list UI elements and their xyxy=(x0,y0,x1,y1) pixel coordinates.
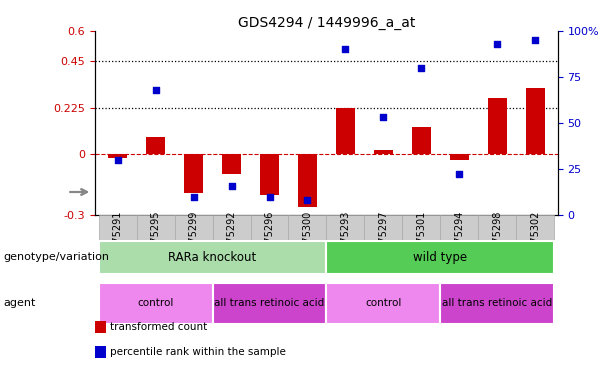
Point xyxy=(227,182,237,189)
Text: agent: agent xyxy=(3,298,36,308)
Text: GSM775299: GSM775299 xyxy=(189,210,199,270)
Bar xyxy=(440,283,554,324)
Bar xyxy=(374,149,393,154)
Text: control: control xyxy=(365,298,402,308)
Bar xyxy=(364,215,402,265)
Bar xyxy=(222,154,241,174)
Bar xyxy=(260,154,279,195)
Bar xyxy=(251,215,289,265)
Point xyxy=(151,87,161,93)
Bar xyxy=(213,215,251,265)
Point xyxy=(454,171,464,177)
Bar xyxy=(516,215,554,265)
Point xyxy=(189,194,199,200)
Text: GSM775293: GSM775293 xyxy=(340,210,351,270)
Text: GSM775291: GSM775291 xyxy=(113,210,123,270)
Point xyxy=(265,194,275,200)
Text: GSM775295: GSM775295 xyxy=(151,210,161,270)
Bar xyxy=(402,215,440,265)
Point xyxy=(378,114,388,121)
Bar xyxy=(289,215,327,265)
Point xyxy=(113,157,123,163)
Point xyxy=(492,41,502,47)
Text: percentile rank within the sample: percentile rank within the sample xyxy=(110,347,286,357)
Text: transformed count: transformed count xyxy=(110,322,208,332)
Bar xyxy=(175,215,213,265)
Bar xyxy=(440,215,478,265)
Text: GSM775301: GSM775301 xyxy=(416,210,426,270)
Bar xyxy=(99,215,137,265)
Bar xyxy=(412,127,431,154)
Bar xyxy=(478,215,516,265)
Text: GSM775296: GSM775296 xyxy=(265,210,275,270)
Bar xyxy=(525,88,544,154)
Text: GSM775292: GSM775292 xyxy=(227,210,237,270)
Bar xyxy=(450,154,469,160)
Title: GDS4294 / 1449996_a_at: GDS4294 / 1449996_a_at xyxy=(238,16,415,30)
Bar xyxy=(327,215,364,265)
Bar xyxy=(99,241,327,274)
Bar xyxy=(213,283,327,324)
Bar xyxy=(298,154,317,207)
Bar xyxy=(327,283,440,324)
Text: GSM775302: GSM775302 xyxy=(530,210,540,270)
Text: GSM775294: GSM775294 xyxy=(454,210,464,270)
Text: GSM775298: GSM775298 xyxy=(492,210,502,270)
Text: all trans retinoic acid: all trans retinoic acid xyxy=(215,298,325,308)
Text: genotype/variation: genotype/variation xyxy=(3,252,109,262)
Point xyxy=(416,65,426,71)
Point xyxy=(303,197,313,204)
Text: GSM775300: GSM775300 xyxy=(302,210,313,270)
Point xyxy=(340,46,350,52)
Bar xyxy=(327,241,554,274)
Text: RARa knockout: RARa knockout xyxy=(169,251,257,264)
Bar xyxy=(488,98,506,154)
Bar xyxy=(147,137,165,154)
Bar xyxy=(184,154,203,192)
Text: wild type: wild type xyxy=(413,251,467,264)
Bar xyxy=(137,215,175,265)
Text: GSM775297: GSM775297 xyxy=(378,210,388,270)
Bar xyxy=(336,108,355,154)
Point xyxy=(530,37,540,43)
Text: all trans retinoic acid: all trans retinoic acid xyxy=(442,298,552,308)
Bar xyxy=(109,154,128,158)
Text: control: control xyxy=(137,298,174,308)
Bar xyxy=(99,283,213,324)
